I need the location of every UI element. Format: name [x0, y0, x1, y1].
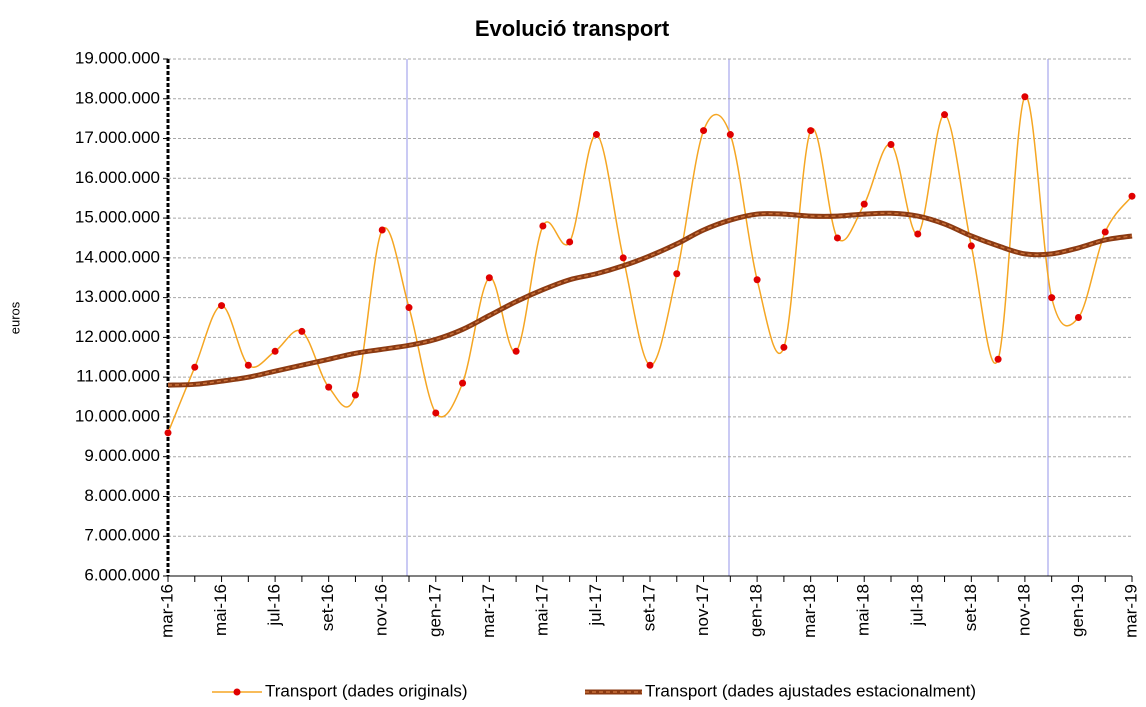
x-tick-label: mai-16 — [211, 584, 230, 636]
data-point — [833, 234, 841, 242]
data-point — [860, 200, 868, 208]
data-point — [244, 361, 252, 369]
data-point — [539, 222, 547, 230]
y-tick-label: 10.000.000 — [75, 406, 160, 425]
legend-label: Transport (dades ajustades estacionalmen… — [645, 681, 976, 700]
data-point — [726, 131, 734, 139]
y-tick-label: 7.000.000 — [84, 526, 160, 545]
data-point — [351, 391, 359, 399]
x-tick-label: nov-17 — [693, 584, 712, 636]
chart-title: Evolució transport — [475, 16, 670, 41]
y-tick-label: 6.000.000 — [84, 565, 160, 584]
data-point — [780, 343, 788, 351]
data-point — [994, 355, 1002, 363]
y-tick-label: 17.000.000 — [75, 128, 160, 147]
y-tick-label: 16.000.000 — [75, 168, 160, 187]
data-point — [566, 238, 574, 246]
x-tick-label: gen-19 — [1068, 584, 1087, 637]
data-point — [512, 347, 520, 355]
data-point — [646, 361, 654, 369]
x-tick-label: nov-16 — [372, 584, 391, 636]
x-tick-label: set-17 — [639, 584, 658, 631]
data-point — [485, 274, 493, 282]
y-tick-label: 11.000.000 — [76, 367, 160, 386]
data-point — [432, 409, 440, 417]
legend-label: Transport (dades originals) — [265, 681, 468, 700]
data-point — [673, 270, 681, 278]
x-tick-label: jul-18 — [907, 584, 926, 627]
data-point — [753, 276, 761, 284]
data-point — [1021, 93, 1029, 101]
x-tick-label: mai-18 — [854, 584, 873, 636]
data-point — [405, 304, 413, 312]
x-tick-label: nov-18 — [1014, 584, 1033, 636]
x-tick-label: jul-17 — [586, 584, 605, 627]
data-point — [191, 363, 199, 371]
y-tick-label: 9.000.000 — [84, 446, 160, 465]
x-tick-label: mar-17 — [479, 584, 498, 638]
data-point — [1128, 192, 1136, 200]
data-point — [1048, 294, 1056, 302]
data-point — [914, 230, 922, 238]
x-tick-label: mar-16 — [157, 584, 176, 638]
y-tick-label: 15.000.000 — [75, 208, 160, 227]
x-tick-label: mar-19 — [1121, 584, 1140, 638]
data-point — [807, 127, 815, 135]
y-tick-label: 19.000.000 — [75, 48, 160, 67]
data-point — [459, 379, 467, 387]
series-line-dash — [167, 212, 1133, 386]
x-tick-label: mar-18 — [800, 584, 819, 638]
y-axis-label: euros — [7, 301, 22, 334]
data-point — [218, 302, 226, 310]
data-point — [378, 226, 386, 234]
y-tick-label: 13.000.000 — [75, 287, 160, 306]
data-point — [298, 327, 306, 335]
y-tick-label: 8.000.000 — [84, 486, 160, 505]
data-point — [592, 131, 600, 139]
y-tick-label: 18.000.000 — [75, 88, 160, 107]
x-tick-label: set-18 — [961, 584, 980, 631]
data-point — [887, 141, 895, 149]
data-point — [941, 111, 949, 119]
data-point — [325, 383, 333, 391]
data-point — [967, 242, 975, 250]
x-tick-label: gen-17 — [425, 584, 444, 637]
data-point — [619, 254, 627, 262]
series-line — [167, 210, 1133, 388]
data-point — [1101, 228, 1109, 236]
series-line — [167, 96, 1133, 434]
x-tick-label: mai-17 — [532, 584, 551, 636]
y-tick-label: 12.000.000 — [75, 327, 160, 346]
x-tick-label: gen-18 — [747, 584, 766, 637]
x-tick-label: jul-16 — [265, 584, 284, 627]
data-point — [271, 347, 279, 355]
data-point — [164, 429, 172, 437]
legend-swatch — [233, 688, 241, 696]
data-point — [700, 127, 708, 135]
y-tick-label: 14.000.000 — [75, 247, 160, 266]
data-point — [1074, 314, 1082, 321]
x-tick-label: set-16 — [318, 584, 337, 631]
